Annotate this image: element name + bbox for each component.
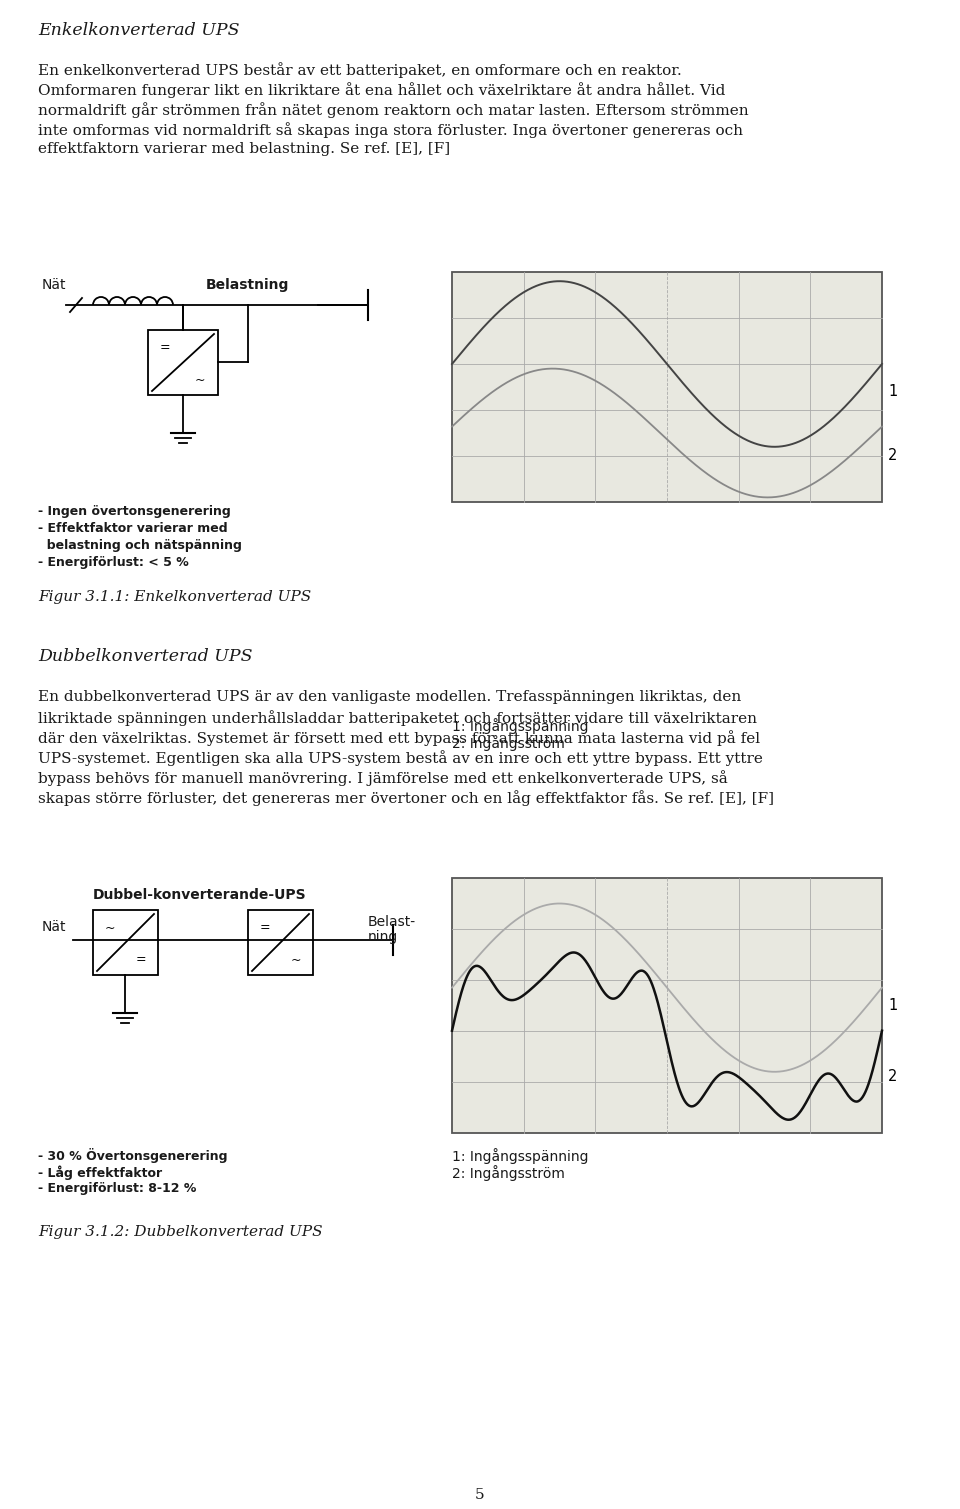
Bar <box>148 330 218 395</box>
Text: ning: ning <box>368 930 398 945</box>
Text: där den växelriktas. Systemet är försett med ett bypass för att kunna mata laste: där den växelriktas. Systemet är försett… <box>38 730 760 745</box>
Text: 2: 2 <box>888 1070 898 1085</box>
Text: 1: 1 <box>888 385 898 398</box>
Text: inte omformas vid normaldrift så skapas inga stora förluster. Inga övertoner gen: inte omformas vid normaldrift så skapas … <box>38 122 743 137</box>
Text: - Låg effektfaktor: - Låg effektfaktor <box>38 1165 162 1180</box>
Bar <box>93 910 158 975</box>
Text: 2: Ingångsström: 2: Ingångsström <box>452 735 564 751</box>
Text: 1: Ingångsspänning: 1: Ingångsspänning <box>452 718 588 733</box>
Text: - 30 % Övertonsgenerering: - 30 % Övertonsgenerering <box>38 1148 228 1163</box>
Text: ~: ~ <box>105 922 115 934</box>
Text: bypass behövs för manuell manövrering. I jämförelse med ett enkelkonverterade UP: bypass behövs för manuell manövrering. I… <box>38 770 728 786</box>
Text: skapas större förluster, det genereras mer övertoner och en låg effektfaktor fås: skapas större förluster, det genereras m… <box>38 791 774 806</box>
Bar <box>452 272 882 502</box>
Text: =: = <box>135 954 146 966</box>
Text: UPS-systemet. Egentligen ska alla UPS-system bestå av en inre och ett yttre bypa: UPS-systemet. Egentligen ska alla UPS-sy… <box>38 750 763 767</box>
Text: belastning och nätspänning: belastning och nätspänning <box>38 539 242 552</box>
Bar <box>248 910 313 975</box>
Text: - Energiförlust: < 5 %: - Energiförlust: < 5 % <box>38 555 189 569</box>
Text: Figur 3.1.1: Enkelkonverterad UPS: Figur 3.1.1: Enkelkonverterad UPS <box>38 590 311 604</box>
Text: - Energiförlust: 8-12 %: - Energiförlust: 8-12 % <box>38 1182 197 1195</box>
Text: - Ingen övertonsgenerering: - Ingen övertonsgenerering <box>38 506 230 518</box>
Text: 5: 5 <box>475 1488 485 1501</box>
Text: Belast-: Belast- <box>368 914 416 930</box>
Text: Dubbel-konverterande-UPS: Dubbel-konverterande-UPS <box>93 887 306 902</box>
Text: normaldrift går strömmen från nätet genom reaktorn och matar lasten. Eftersom st: normaldrift går strömmen från nätet geno… <box>38 103 749 118</box>
Text: Enkelkonverterad UPS: Enkelkonverterad UPS <box>38 23 239 39</box>
Text: Nät: Nät <box>42 278 66 293</box>
Text: =: = <box>159 341 170 355</box>
Text: likriktade spänningen underhållsladdar batteripaketet och fortsätter vidare till: likriktade spänningen underhållsladdar b… <box>38 711 757 726</box>
Text: Figur 3.1.2: Dubbelkonverterad UPS: Figur 3.1.2: Dubbelkonverterad UPS <box>38 1225 323 1239</box>
Text: 1: 1 <box>888 997 898 1013</box>
Text: En enkelkonverterad UPS består av ett batteripaket, en omformare och en reaktor.: En enkelkonverterad UPS består av ett ba… <box>38 62 682 78</box>
Text: - Effektfaktor varierar med: - Effektfaktor varierar med <box>38 522 228 536</box>
Bar <box>452 878 882 1133</box>
Text: 2: 2 <box>888 448 898 463</box>
Text: Omformaren fungerar likt en likriktare åt ena hållet och växelriktare åt andra h: Omformaren fungerar likt en likriktare å… <box>38 81 726 98</box>
Text: Belastning: Belastning <box>206 278 289 293</box>
Text: =: = <box>260 922 271 934</box>
Text: En dubbelkonverterad UPS är av den vanligaste modellen. Trefasspänningen likrikt: En dubbelkonverterad UPS är av den vanli… <box>38 690 741 705</box>
Text: Dubbelkonverterad UPS: Dubbelkonverterad UPS <box>38 647 252 665</box>
Text: Nät: Nät <box>42 920 66 934</box>
Text: effektfaktorn varierar med belastning. Se ref. [E], [F]: effektfaktorn varierar med belastning. S… <box>38 142 450 155</box>
Text: ~: ~ <box>195 374 205 386</box>
Text: 2: Ingångsström: 2: Ingångsström <box>452 1165 564 1182</box>
Text: ~: ~ <box>291 954 301 966</box>
Text: 1: Ingångsspänning: 1: Ingångsspänning <box>452 1148 588 1163</box>
